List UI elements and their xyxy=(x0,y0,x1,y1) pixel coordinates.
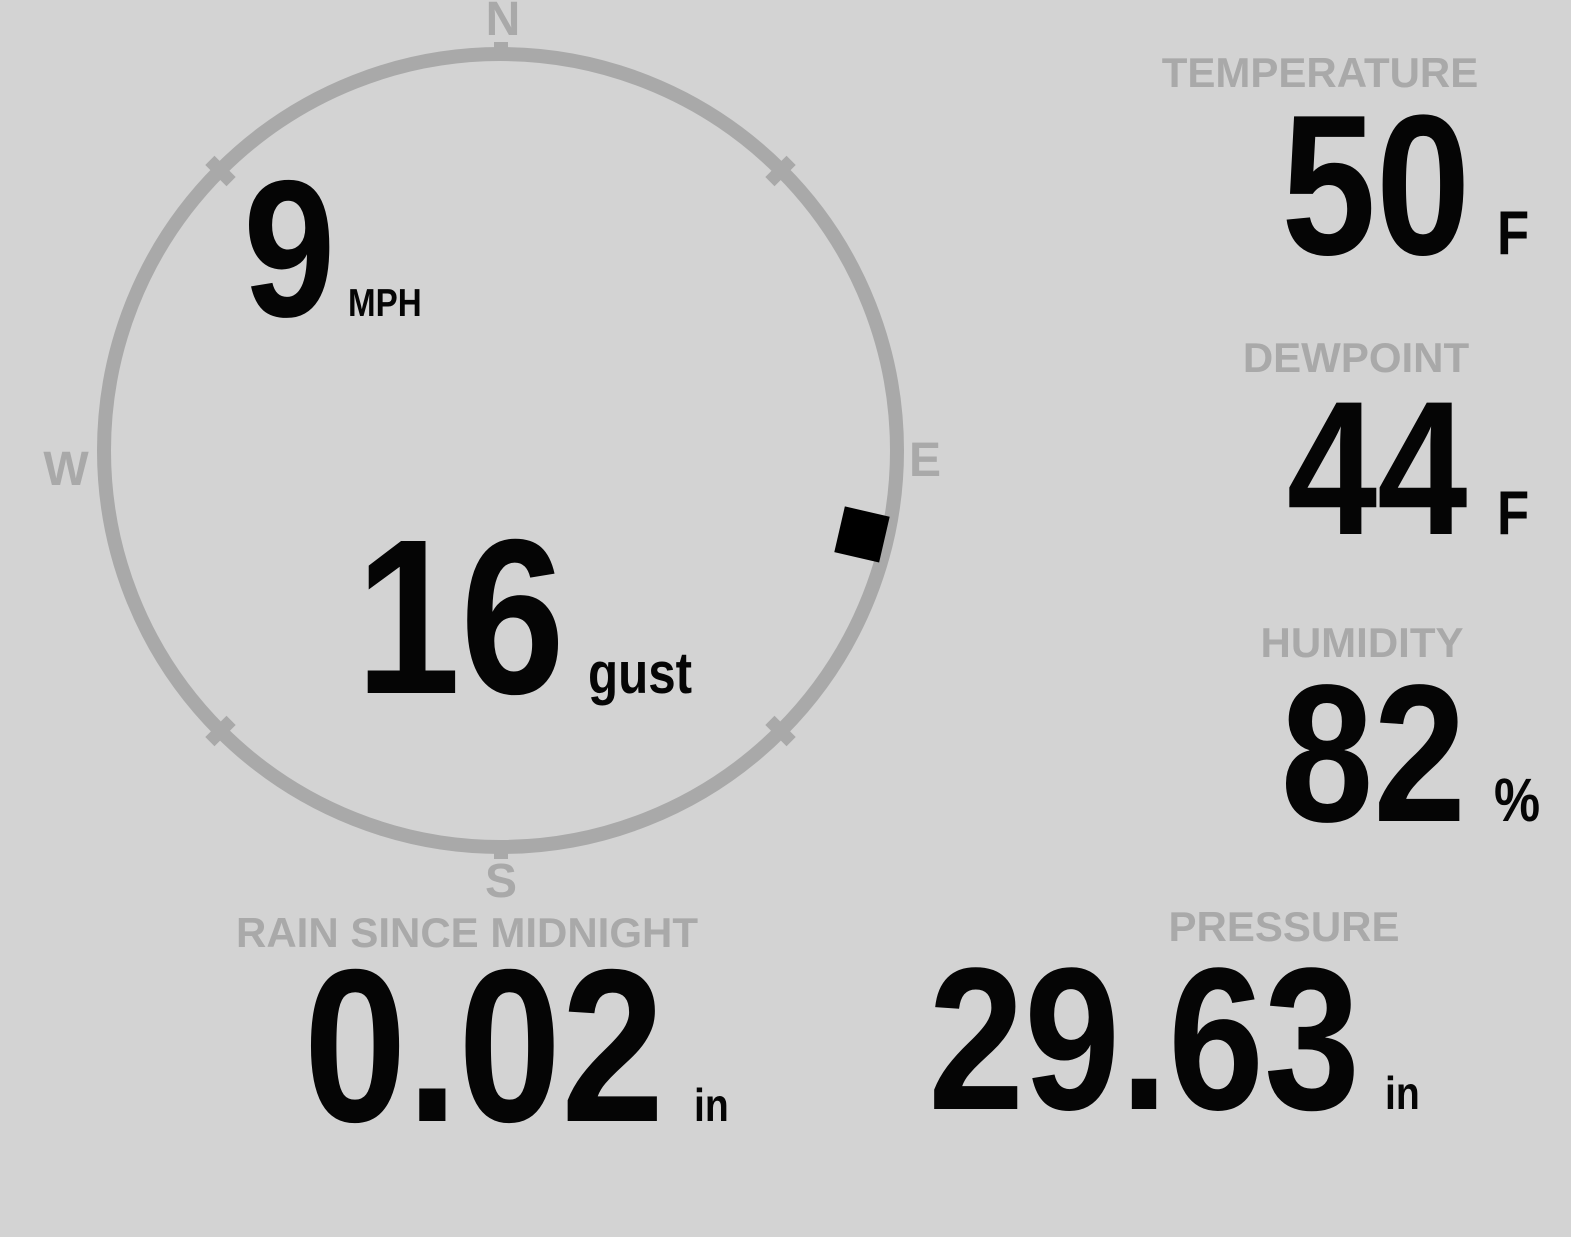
rain-unit: in xyxy=(694,1079,729,1131)
compass-label-south: S xyxy=(484,855,518,908)
temperature-unit: F xyxy=(1497,199,1530,268)
humidity-unit: % xyxy=(1493,766,1540,834)
temperature-label: TEMPERATURE xyxy=(1161,49,1479,96)
compass-label-east: E xyxy=(908,434,942,487)
pressure-label: PRESSURE xyxy=(1168,903,1400,950)
compass-tick-n xyxy=(493,41,508,51)
humidity-label: HUMIDITY xyxy=(1260,619,1464,666)
dewpoint-value: 44 xyxy=(1286,362,1468,575)
temperature-readout: 50 F xyxy=(1248,86,1535,286)
wind-speed-readout: 9 MPH xyxy=(227,152,435,347)
wind-gust-unit: gust xyxy=(587,641,692,706)
temperature-value: 50 xyxy=(1281,74,1471,297)
rain-value: 0.02 xyxy=(303,925,665,1168)
humidity-value: 82 xyxy=(1280,644,1466,863)
compass-label-north: N xyxy=(485,0,521,46)
dewpoint-label: DEWPOINT xyxy=(1242,334,1470,381)
wind-direction-marker xyxy=(833,505,890,563)
pressure-readout: 29.63 in xyxy=(852,938,1426,1141)
dewpoint-unit: F xyxy=(1497,479,1530,548)
wind-gust-readout: 16 gust xyxy=(319,506,710,727)
wind-compass xyxy=(97,41,904,859)
wind-gust-value: 16 xyxy=(355,493,565,740)
pressure-value: 29.63 xyxy=(928,926,1361,1153)
humidity-readout: 82 % xyxy=(1248,656,1548,852)
wind-speed-unit: MPH xyxy=(348,282,422,325)
rain-readout: 0.02 in xyxy=(240,938,735,1156)
wind-speed-value: 9 xyxy=(243,140,336,358)
compass-label-west: W xyxy=(43,443,89,496)
pressure-unit: in xyxy=(1385,1067,1420,1119)
dewpoint-readout: 44 F xyxy=(1255,373,1535,564)
rain-label: RAIN SINCE MIDNIGHT xyxy=(236,909,698,956)
